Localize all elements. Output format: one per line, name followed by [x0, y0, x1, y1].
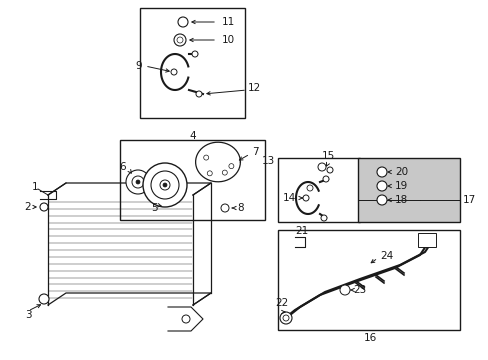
- Circle shape: [376, 195, 386, 205]
- Circle shape: [196, 91, 202, 97]
- Bar: [120, 140, 264, 220]
- Circle shape: [280, 312, 291, 324]
- Circle shape: [160, 180, 170, 190]
- Circle shape: [40, 203, 48, 211]
- Circle shape: [222, 170, 227, 175]
- Text: 11: 11: [222, 17, 235, 27]
- Text: 1: 1: [32, 182, 38, 192]
- Text: 20: 20: [394, 167, 407, 177]
- Text: 22: 22: [275, 298, 288, 308]
- Text: 15: 15: [321, 151, 334, 161]
- Circle shape: [339, 285, 349, 295]
- Text: 18: 18: [394, 195, 407, 205]
- Circle shape: [283, 315, 288, 321]
- Circle shape: [326, 167, 332, 173]
- Text: 9: 9: [135, 61, 142, 71]
- Circle shape: [182, 315, 190, 323]
- Bar: [357, 158, 459, 222]
- Bar: [278, 158, 359, 222]
- Text: 5: 5: [151, 203, 158, 213]
- Circle shape: [178, 17, 187, 27]
- Text: 14: 14: [282, 193, 295, 203]
- Text: 16: 16: [363, 333, 376, 343]
- Text: 7: 7: [251, 147, 258, 157]
- Bar: [140, 8, 244, 118]
- Circle shape: [174, 34, 185, 46]
- Text: 4: 4: [189, 131, 196, 141]
- Bar: [417, 233, 435, 247]
- Text: 2: 2: [24, 202, 31, 212]
- Circle shape: [376, 167, 386, 177]
- Circle shape: [136, 180, 140, 184]
- Text: 10: 10: [222, 35, 235, 45]
- Circle shape: [207, 171, 212, 176]
- Circle shape: [317, 163, 325, 171]
- Circle shape: [142, 163, 186, 207]
- Text: 13: 13: [261, 156, 274, 166]
- Circle shape: [126, 170, 150, 194]
- Text: 19: 19: [394, 181, 407, 191]
- Circle shape: [376, 181, 386, 191]
- Text: 8: 8: [237, 203, 243, 213]
- Circle shape: [151, 171, 179, 199]
- Circle shape: [177, 37, 183, 43]
- Text: 12: 12: [247, 83, 261, 93]
- Circle shape: [39, 294, 49, 304]
- Circle shape: [221, 204, 228, 212]
- Circle shape: [228, 164, 233, 168]
- Text: 23: 23: [352, 285, 366, 295]
- Circle shape: [192, 51, 198, 57]
- Circle shape: [203, 155, 208, 160]
- Text: 17: 17: [462, 195, 475, 205]
- Text: 21: 21: [295, 226, 308, 236]
- Text: 3: 3: [24, 310, 31, 320]
- Circle shape: [163, 183, 167, 187]
- Circle shape: [171, 69, 177, 75]
- Text: 6: 6: [119, 162, 126, 172]
- Circle shape: [132, 176, 143, 188]
- Circle shape: [306, 185, 312, 191]
- Circle shape: [320, 215, 326, 221]
- Bar: [278, 230, 459, 330]
- Circle shape: [303, 195, 308, 201]
- Text: 24: 24: [379, 251, 392, 261]
- Circle shape: [323, 176, 328, 182]
